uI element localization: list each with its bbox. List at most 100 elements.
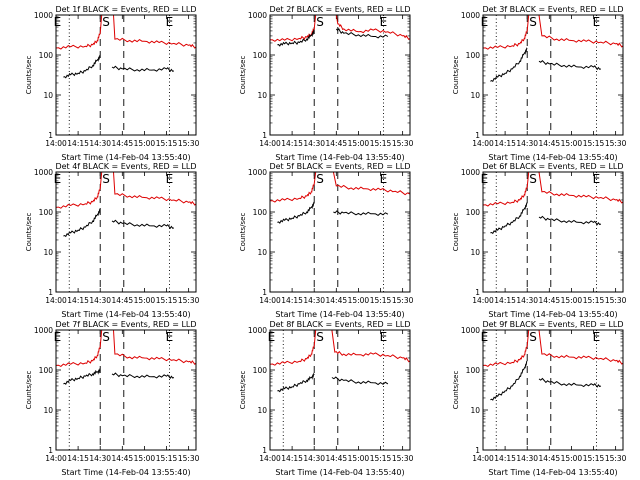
panel-title: Det 1f BLACK = Events, RED = LLD	[55, 5, 196, 14]
x-tick-label: 15:30	[178, 454, 200, 463]
y-tick-label: 1000	[34, 326, 53, 335]
y-tick-label: 1000	[461, 168, 480, 177]
x-tick-label: 15:15	[583, 296, 605, 305]
y-tick-label: 100	[466, 51, 481, 60]
x-axis-label: Start Time (14-Feb-04 13:55:40)	[61, 310, 190, 319]
y-axis-label: Counts/sec	[239, 213, 247, 252]
lld-series-line	[269, 329, 317, 366]
panel-title: Det 2f BLACK = Events, RED = LLD	[269, 5, 410, 14]
lld-series-line	[269, 171, 317, 203]
y-tick-label: 1	[262, 288, 267, 297]
lld-series-line	[113, 14, 197, 49]
y-tick-label: 10	[257, 406, 267, 415]
y-tick-label: 100	[39, 51, 54, 60]
y-tick-label: 10	[470, 248, 480, 257]
y-tick-label: 10	[470, 91, 480, 100]
x-tick-label: 14:30	[303, 139, 325, 148]
y-tick-label: 10	[43, 91, 53, 100]
y-tick-label: 1000	[34, 168, 53, 177]
lld-series-line	[538, 14, 624, 48]
plot-frame	[269, 329, 411, 451]
x-tick-label: 14:30	[89, 454, 111, 463]
annotation-label: E	[380, 172, 388, 186]
annotation-label: E	[593, 15, 601, 29]
annotation-label: S	[102, 330, 110, 344]
lld-series-line	[55, 171, 103, 209]
lld-series-line	[538, 171, 624, 204]
panel-title: Det 5f BLACK = Events, RED = LLD	[269, 162, 410, 171]
y-tick-label: 100	[253, 208, 268, 217]
x-tick-label: 15:00	[561, 139, 583, 148]
x-tick-label: 14:15	[494, 454, 516, 463]
plot-frame	[482, 14, 624, 136]
annotation-label: S	[316, 172, 324, 186]
x-tick-label: 14:45	[326, 296, 348, 305]
y-axis-label: Counts/sec	[25, 56, 33, 95]
detector-panel: Det 3f BLACK = Events, RED = LLD Counts/s…	[452, 5, 627, 162]
x-tick-label: 14:45	[112, 296, 134, 305]
annotation-label: E	[166, 330, 174, 344]
panel-title: Det 3f BLACK = Events, RED = LLD	[482, 5, 623, 14]
y-tick-label: 10	[43, 406, 53, 415]
annotation-label: E	[166, 15, 174, 29]
lld-series-line	[113, 171, 197, 206]
x-tick-label: 15:15	[370, 296, 392, 305]
x-tick-label: 15:00	[134, 296, 156, 305]
annotation-label: E	[481, 172, 489, 186]
annotation-label: S	[529, 330, 537, 344]
plot-frame	[269, 14, 411, 136]
y-tick-label: 1	[262, 131, 267, 140]
x-tick-label: 14:15	[494, 296, 516, 305]
events-series-line	[277, 29, 315, 47]
lld-series-line	[335, 14, 411, 41]
y-tick-label: 10	[257, 248, 267, 257]
detector-panel: Det 6f BLACK = Events, RED = LLD Counts/s…	[452, 162, 627, 319]
x-axis-label: Start Time (14-Feb-04 13:55:40)	[488, 310, 617, 319]
events-series-line	[111, 372, 175, 380]
lld-series-line	[55, 14, 103, 50]
x-axis-label: Start Time (14-Feb-04 13:55:40)	[488, 468, 617, 477]
x-tick-label: 15:00	[348, 296, 370, 305]
detector-panel: Det 9f BLACK = Events, RED = LLD Counts/s…	[452, 320, 627, 477]
annotation-label: E	[593, 172, 601, 186]
x-tick-label: 14:00	[259, 296, 281, 305]
y-tick-label: 1	[48, 446, 53, 455]
events-series-line	[63, 54, 101, 79]
x-tick-label: 15:30	[178, 296, 200, 305]
detector-panel: Det 4f BLACK = Events, RED = LLD Counts/s…	[25, 162, 200, 319]
x-axis-label: Start Time (14-Feb-04 13:55:40)	[275, 310, 404, 319]
lld-series-line	[482, 14, 530, 50]
lld-series-line	[331, 329, 411, 363]
y-tick-label: 10	[257, 91, 267, 100]
x-tick-label: 15:15	[583, 139, 605, 148]
x-axis-label: Start Time (14-Feb-04 13:55:40)	[61, 468, 190, 477]
x-tick-label: 14:00	[472, 139, 494, 148]
y-tick-label: 100	[253, 366, 268, 375]
x-tick-label: 14:15	[67, 454, 89, 463]
annotation-label: S	[102, 172, 110, 186]
x-tick-label: 15:00	[348, 139, 370, 148]
x-tick-label: 14:45	[539, 454, 561, 463]
events-series-line	[538, 215, 602, 226]
panel-title: Det 9f BLACK = Events, RED = LLD	[482, 320, 623, 329]
y-tick-label: 1000	[461, 326, 480, 335]
annotation-label: E	[166, 172, 174, 186]
x-tick-label: 14:15	[281, 454, 303, 463]
x-tick-label: 14:30	[516, 296, 538, 305]
y-tick-label: 1	[262, 446, 267, 455]
y-tick-label: 100	[39, 208, 54, 217]
x-tick-label: 15:15	[370, 454, 392, 463]
x-tick-label: 14:30	[89, 139, 111, 148]
x-tick-label: 15:15	[156, 296, 178, 305]
x-tick-label: 14:30	[303, 454, 325, 463]
x-tick-label: 14:15	[494, 139, 516, 148]
x-axis-label: Start Time (14-Feb-04 13:55:40)	[61, 153, 190, 162]
x-tick-label: 14:45	[539, 296, 561, 305]
y-tick-label: 1000	[248, 11, 267, 20]
x-tick-label: 14:00	[259, 139, 281, 148]
panel-title: Det 6f BLACK = Events, RED = LLD	[482, 162, 623, 171]
x-tick-label: 14:15	[281, 139, 303, 148]
detector-panel: Det 2f BLACK = Events, RED = LLD Counts/s…	[239, 5, 414, 162]
detector-panel: Det 5f BLACK = Events, RED = LLD Counts/s…	[239, 162, 414, 319]
events-series-line	[490, 47, 528, 83]
